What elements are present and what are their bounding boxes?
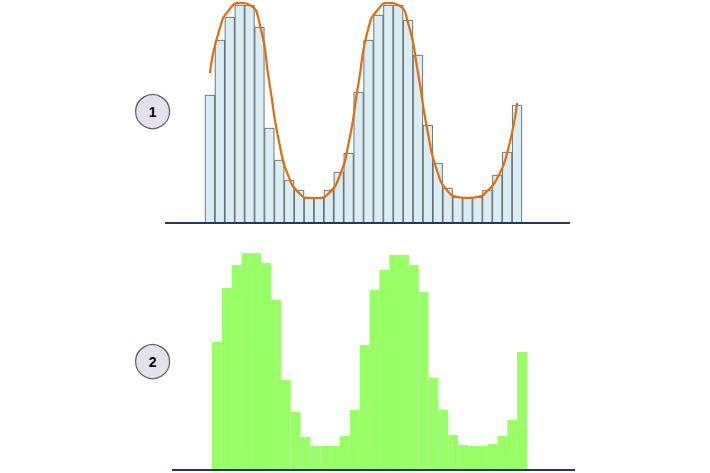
svg-text:1: 1 [149,104,157,120]
svg-text:2: 2 [149,354,157,370]
